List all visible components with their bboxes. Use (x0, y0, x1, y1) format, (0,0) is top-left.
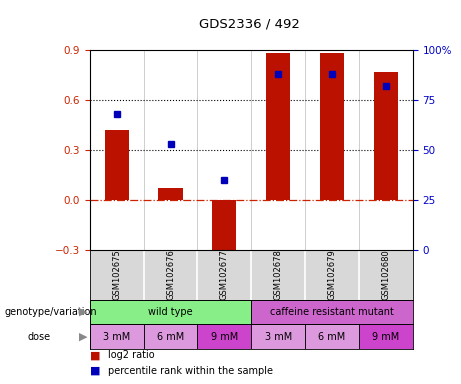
Bar (266, 53, 290, 200)
Text: genotype/variation: genotype/variation (5, 307, 97, 317)
Text: percentile rank within the sample: percentile rank within the sample (108, 366, 273, 376)
Bar (320, 53, 344, 200)
Text: 6 mM: 6 mM (157, 332, 184, 342)
Bar (197, 324, 251, 349)
Text: ▶: ▶ (79, 307, 87, 317)
Text: 6 mM: 6 mM (318, 332, 346, 342)
Text: caffeine resistant mutant: caffeine resistant mutant (270, 307, 394, 317)
Text: GSM102680: GSM102680 (381, 249, 390, 300)
Text: ■: ■ (90, 350, 100, 360)
Text: GDS2336 / 492: GDS2336 / 492 (199, 17, 299, 30)
Text: 9 mM: 9 mM (211, 332, 238, 342)
Text: ▶: ▶ (79, 332, 87, 342)
Text: 9 mM: 9 mM (372, 332, 399, 342)
Text: wild type: wild type (148, 307, 193, 317)
Text: 3 mM: 3 mM (103, 332, 130, 342)
Bar (144, 324, 197, 349)
Text: GSM102679: GSM102679 (327, 249, 337, 300)
Text: dose: dose (28, 332, 51, 342)
Text: GSM102677: GSM102677 (220, 249, 229, 300)
Bar (305, 324, 359, 349)
Text: log2 ratio: log2 ratio (108, 350, 155, 360)
Text: GSM102675: GSM102675 (112, 249, 121, 300)
Text: GSM102676: GSM102676 (166, 249, 175, 300)
Bar (251, 324, 305, 349)
Bar (90, 324, 144, 349)
Text: GSM102678: GSM102678 (274, 249, 283, 300)
Text: ■: ■ (90, 366, 100, 376)
Bar (373, 71, 398, 200)
Bar (212, 200, 236, 261)
Bar (90, 300, 251, 324)
Bar (251, 300, 413, 324)
Bar (359, 324, 413, 349)
Bar (159, 188, 183, 200)
Bar (105, 130, 129, 200)
Text: 3 mM: 3 mM (265, 332, 292, 342)
